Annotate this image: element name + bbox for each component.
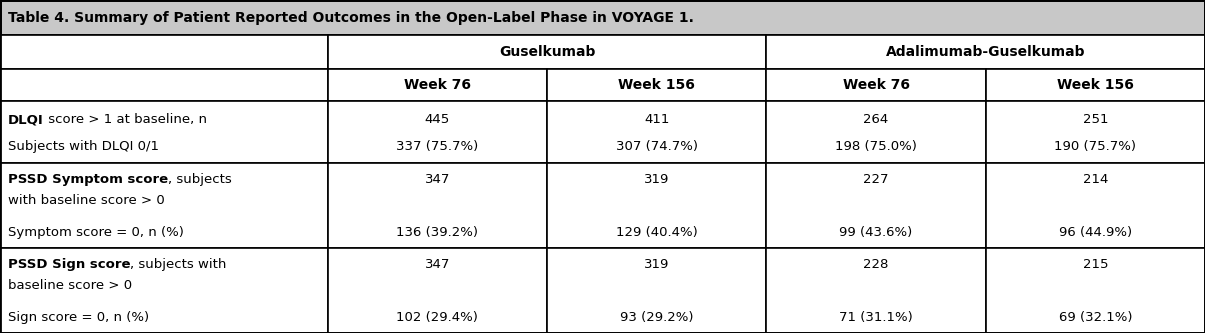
Text: Table 4. Summary of Patient Reported Outcomes in the Open-Label Phase in VOYAGE : Table 4. Summary of Patient Reported Out… [8,11,694,25]
Text: 71 (31.1%): 71 (31.1%) [839,311,913,324]
Text: 251: 251 [1082,113,1109,126]
Text: Week 76: Week 76 [404,78,471,92]
Bar [328,69,547,101]
Bar [0,69,328,101]
Text: 96 (44.9%): 96 (44.9%) [1059,226,1131,239]
Text: Symptom score = 0, n (%): Symptom score = 0, n (%) [8,226,184,239]
Text: 307 (74.7%): 307 (74.7%) [616,140,698,153]
Bar [328,35,766,69]
Text: 215: 215 [1082,258,1109,271]
Text: 264: 264 [864,113,888,126]
Text: 347: 347 [424,173,451,186]
Text: Guselkumab: Guselkumab [499,45,595,59]
Text: 227: 227 [863,173,889,186]
Text: Week 156: Week 156 [618,78,695,92]
Text: Week 156: Week 156 [1057,78,1134,92]
Bar [766,101,986,163]
Text: Adalimumab-Guselkumab: Adalimumab-Guselkumab [886,45,1086,59]
Text: , subjects: , subjects [169,173,231,186]
Text: 99 (43.6%): 99 (43.6%) [840,226,912,239]
Text: with baseline score > 0: with baseline score > 0 [8,194,165,207]
Text: Subjects with DLQI 0/1: Subjects with DLQI 0/1 [8,140,159,153]
Text: 214: 214 [1082,173,1109,186]
Text: PSSD Sign score: PSSD Sign score [8,258,130,271]
Text: DLQI: DLQI [8,113,43,126]
Text: 69 (32.1%): 69 (32.1%) [1059,311,1131,324]
Bar [547,101,766,163]
Text: 445: 445 [425,113,449,126]
Bar [547,248,766,333]
Text: 190 (75.7%): 190 (75.7%) [1054,140,1136,153]
Bar [986,101,1205,163]
Bar [547,69,766,101]
Text: score > 1 at baseline, n: score > 1 at baseline, n [43,113,207,126]
Bar [766,248,986,333]
Bar [0,35,328,69]
Bar [547,163,766,248]
Text: 93 (29.2%): 93 (29.2%) [621,311,693,324]
Text: 411: 411 [643,113,670,126]
Text: 337 (75.7%): 337 (75.7%) [396,140,478,153]
Bar [766,69,986,101]
Bar [986,163,1205,248]
Text: , subjects with: , subjects with [130,258,227,271]
Bar [986,248,1205,333]
Bar [0,248,328,333]
Bar [328,163,547,248]
Bar [986,69,1205,101]
Text: PSSD Symptom score: PSSD Symptom score [8,173,169,186]
Text: Sign score = 0, n (%): Sign score = 0, n (%) [8,311,149,324]
Bar [766,35,1205,69]
Text: 319: 319 [643,173,670,186]
Text: 198 (75.0%): 198 (75.0%) [835,140,917,153]
Text: 347: 347 [424,258,451,271]
Bar [0,0,1205,35]
Text: 319: 319 [643,258,670,271]
Bar [766,163,986,248]
Text: baseline score > 0: baseline score > 0 [8,279,133,292]
Text: 228: 228 [863,258,889,271]
Bar [0,101,328,163]
Text: 136 (39.2%): 136 (39.2%) [396,226,478,239]
Text: 102 (29.4%): 102 (29.4%) [396,311,478,324]
Text: 129 (40.4%): 129 (40.4%) [616,226,698,239]
Bar [328,248,547,333]
Text: Week 76: Week 76 [842,78,910,92]
Bar [0,163,328,248]
Bar [328,101,547,163]
